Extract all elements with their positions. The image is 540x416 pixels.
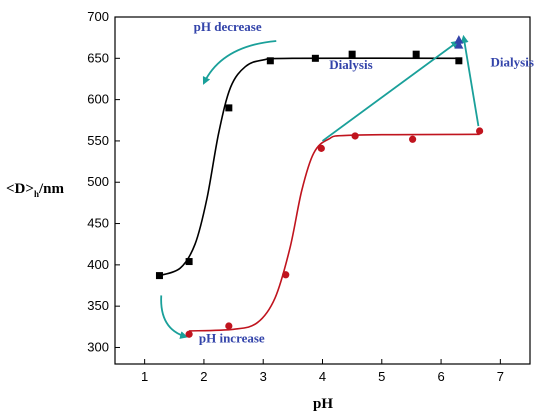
y-axis-label-main: <D> (6, 181, 34, 197)
data-point-series-1 (409, 136, 416, 143)
annotation-arrow (204, 41, 276, 83)
data-point-series-1 (318, 145, 325, 152)
annotation-arrow (464, 37, 479, 126)
data-point-series-1 (352, 132, 359, 139)
annotation-arrow (161, 295, 186, 336)
x-tick-label: 1 (141, 369, 148, 384)
y-tick-label: 500 (87, 174, 109, 189)
x-tick-label: 3 (260, 369, 267, 384)
plot-frame (115, 17, 530, 364)
x-axis-label: pH (313, 396, 333, 412)
data-point-series-0 (267, 57, 274, 64)
fit-line-series-0 (159, 58, 458, 275)
y-tick-label: 350 (87, 298, 109, 313)
y-axis-label: <D>h/nm (6, 181, 64, 199)
data-point-series-1 (282, 271, 289, 278)
fit-curves (159, 58, 479, 331)
data-point-series-0 (413, 51, 420, 58)
y-tick-label: 650 (87, 50, 109, 65)
x-tick-label: 2 (200, 369, 207, 384)
y-tick-label: 300 (87, 339, 109, 354)
y-tick-label: 700 (87, 9, 109, 24)
data-point-series-0 (455, 57, 462, 64)
annotation-label: Dialysis (329, 57, 372, 72)
x-tick-label: 6 (437, 369, 444, 384)
x-tick-label: 4 (319, 369, 326, 384)
annotation-label: pH decrease (194, 19, 262, 34)
annotation-label: pH increase (199, 331, 265, 346)
fit-line-series-1 (189, 134, 480, 331)
data-point-series-0 (225, 104, 232, 111)
y-tick-label: 550 (87, 133, 109, 148)
y-tick-label: 450 (87, 216, 109, 231)
data-point-series-1 (476, 127, 483, 134)
y-axis-label-tail: /nm (38, 181, 65, 197)
x-axis: 1 2 3 4 5 6 7 (141, 359, 504, 384)
data-point-series-1 (186, 331, 193, 338)
x-tick-label: 7 (497, 369, 504, 384)
y-tick-label: 400 (87, 257, 109, 272)
data-point-series-0 (312, 55, 319, 62)
annotation-label: Dialysis (491, 55, 534, 70)
data-point-series-0 (156, 272, 163, 279)
data-point-series-0 (186, 258, 193, 265)
y-tick-label: 600 (87, 92, 109, 107)
x-tick-label: 5 (378, 369, 385, 384)
data-point-series-1 (225, 322, 232, 329)
